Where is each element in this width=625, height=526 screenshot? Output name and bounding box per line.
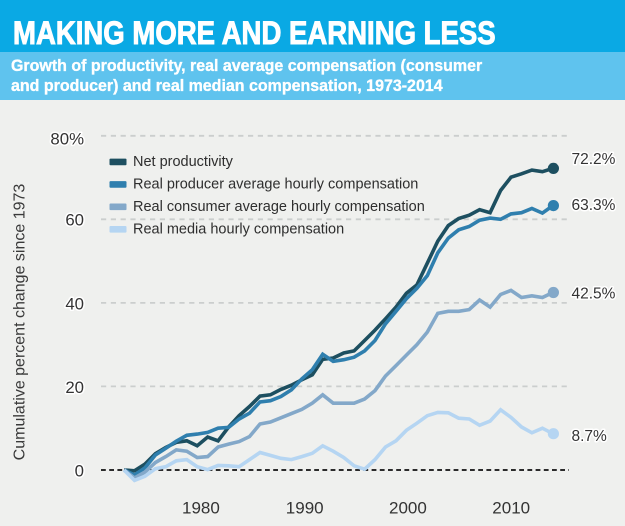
svg-text:42.5%: 42.5% <box>572 285 616 302</box>
svg-text:Net productivity: Net productivity <box>133 154 234 170</box>
svg-text:Real consumer average hourly c: Real consumer average hourly compensatio… <box>133 199 425 215</box>
svg-text:2010: 2010 <box>492 499 530 518</box>
svg-text:20: 20 <box>65 378 84 397</box>
svg-text:60: 60 <box>65 211 84 230</box>
svg-text:1990: 1990 <box>286 499 324 518</box>
svg-text:Real media hourly compensation: Real media hourly compensation <box>133 221 344 237</box>
svg-text:0: 0 <box>75 461 84 480</box>
svg-text:2000: 2000 <box>389 499 427 518</box>
svg-text:1980: 1980 <box>182 499 220 518</box>
svg-text:Cumulative percent change sinc: Cumulative percent change since 1973 <box>12 184 29 461</box>
svg-text:8.7%: 8.7% <box>572 428 608 445</box>
svg-text:63.3%: 63.3% <box>572 197 616 214</box>
svg-text:40: 40 <box>65 294 84 313</box>
svg-text:Real producer average hourly c: Real producer average hourly compensatio… <box>133 176 418 192</box>
svg-text:72.2%: 72.2% <box>572 151 616 168</box>
svg-text:80%: 80% <box>50 130 84 149</box>
